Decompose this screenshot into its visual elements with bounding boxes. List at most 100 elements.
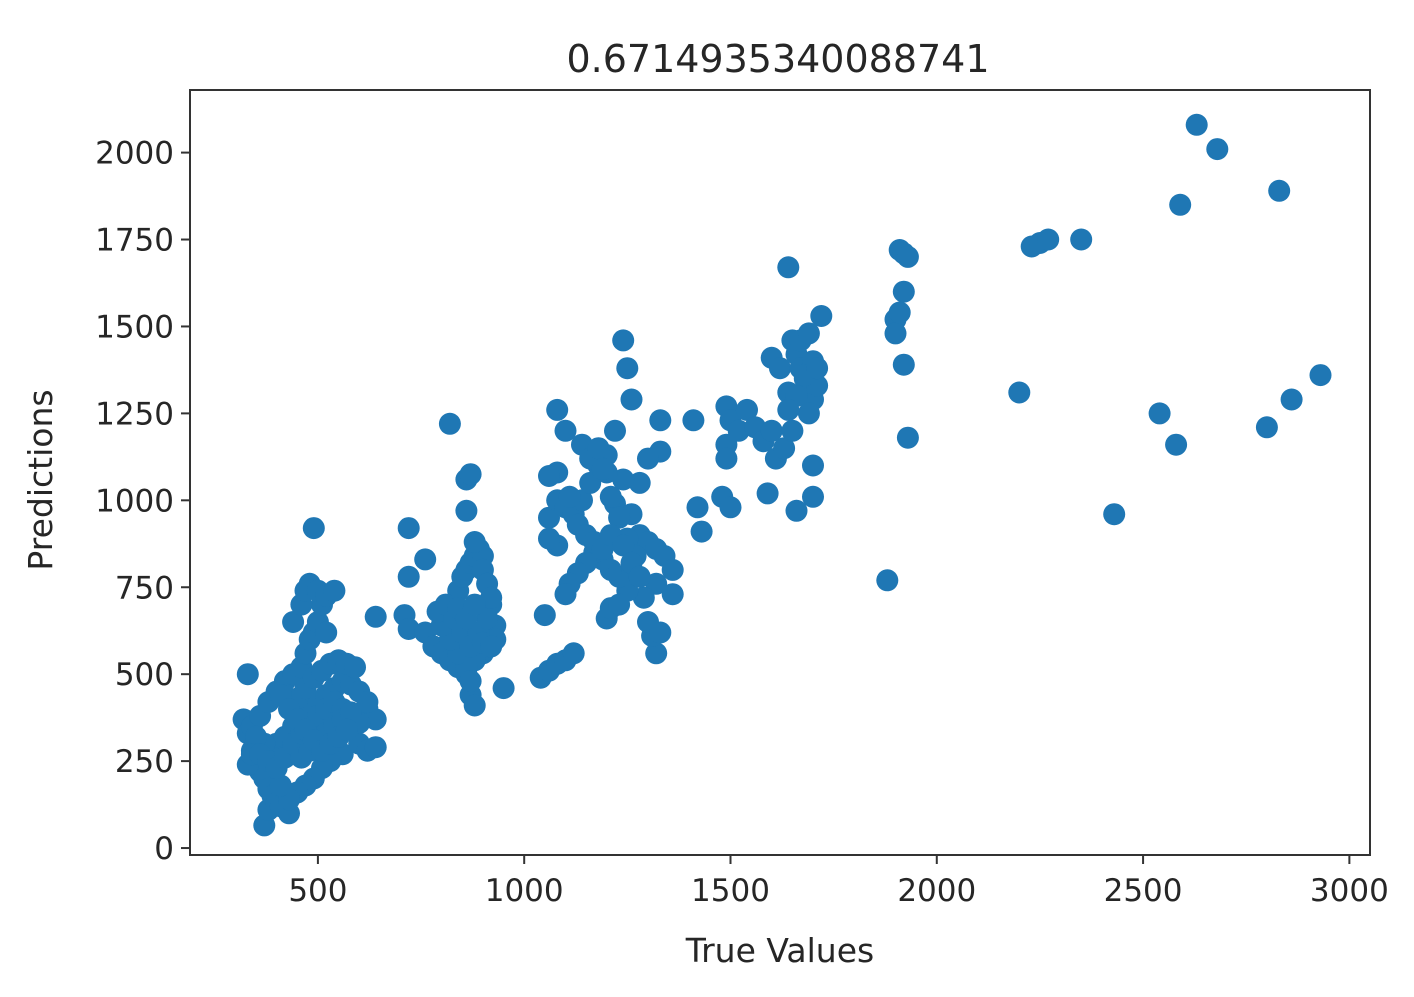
data-point <box>554 419 577 442</box>
data-point <box>661 558 684 581</box>
data-point <box>397 517 420 540</box>
data-point <box>686 496 709 519</box>
data-point <box>414 548 437 571</box>
y-tick-label: 1750 <box>95 223 174 259</box>
data-point <box>888 301 911 324</box>
x-axis-label: True Values <box>685 931 874 970</box>
x-tick-label: 1500 <box>691 873 770 909</box>
data-point <box>612 534 635 557</box>
y-tick-label: 1000 <box>95 483 174 519</box>
data-point <box>649 621 672 644</box>
data-point <box>608 506 631 529</box>
data-point <box>1037 228 1060 251</box>
x-tick-label: 2500 <box>1104 873 1183 909</box>
data-point <box>884 322 907 345</box>
data-point <box>335 718 358 741</box>
data-point <box>459 670 482 693</box>
data-point <box>608 593 631 616</box>
data-point <box>1255 416 1278 439</box>
data-point <box>315 621 338 644</box>
data-point <box>727 419 750 442</box>
data-point <box>364 736 387 759</box>
data-point <box>538 527 560 550</box>
data-point <box>1309 364 1332 387</box>
data-point <box>616 357 639 380</box>
data-point <box>438 412 461 435</box>
data-point <box>760 419 783 442</box>
data-point <box>591 458 614 480</box>
data-point <box>777 398 800 421</box>
data-point <box>690 520 713 543</box>
data-point <box>344 656 366 679</box>
y-tick-label: 250 <box>115 744 174 780</box>
data-point <box>397 618 420 640</box>
data-point <box>480 635 503 658</box>
x-tick-label: 3000 <box>1310 873 1389 909</box>
data-point <box>558 485 581 508</box>
y-axis-label: Predictions <box>21 389 60 570</box>
data-point <box>323 579 346 602</box>
data-point <box>302 517 325 540</box>
data-point <box>777 256 800 279</box>
data-point <box>492 677 515 700</box>
chart-title: 0.6714935340088741 <box>566 37 989 81</box>
data-point <box>802 485 824 508</box>
data-point <box>463 593 486 616</box>
data-point <box>1206 138 1229 161</box>
data-point <box>604 419 626 442</box>
data-point <box>339 701 362 724</box>
data-point <box>810 305 833 327</box>
data-point <box>802 454 824 477</box>
data-point <box>480 586 503 609</box>
data-point <box>1103 503 1126 526</box>
data-point <box>364 708 387 731</box>
data-point <box>628 565 651 588</box>
data-point <box>876 569 899 592</box>
data-point <box>645 642 668 665</box>
data-point <box>1070 228 1093 251</box>
data-point <box>269 774 292 797</box>
data-point <box>632 586 655 609</box>
data-point <box>806 357 829 380</box>
data-point <box>599 485 622 508</box>
data-point <box>736 398 758 421</box>
y-tick-label: 750 <box>115 570 174 606</box>
data-point <box>649 409 672 432</box>
data-point <box>896 426 919 449</box>
data-point <box>463 694 486 717</box>
data-point <box>756 482 779 505</box>
y-tick-label: 2000 <box>95 136 174 172</box>
data-point <box>896 245 919 268</box>
data-point <box>892 353 915 376</box>
data-point <box>719 496 742 519</box>
data-point <box>1148 402 1171 425</box>
data-point <box>892 280 915 303</box>
y-tick-label: 1250 <box>95 396 174 432</box>
data-point <box>463 531 486 553</box>
data-point <box>620 388 643 411</box>
data-point <box>356 691 379 713</box>
data-point <box>1008 381 1031 404</box>
data-point <box>364 605 387 628</box>
data-point <box>245 725 267 748</box>
y-tick-label: 0 <box>154 831 174 867</box>
data-point <box>661 583 684 606</box>
data-point <box>797 402 820 425</box>
data-point <box>1280 388 1303 411</box>
data-point <box>455 499 478 522</box>
y-tick-label: 500 <box>115 657 174 693</box>
data-point <box>781 419 804 442</box>
data-point <box>628 471 651 494</box>
data-point <box>538 506 560 529</box>
data-point <box>715 447 738 470</box>
data-point <box>612 329 635 352</box>
data-point <box>554 583 577 606</box>
data-point <box>1169 193 1192 216</box>
data-point <box>769 357 791 380</box>
plot-frame <box>189 89 1371 856</box>
data-point <box>397 565 420 588</box>
data-point <box>1268 179 1291 202</box>
data-point <box>785 499 808 522</box>
data-point <box>538 465 560 487</box>
